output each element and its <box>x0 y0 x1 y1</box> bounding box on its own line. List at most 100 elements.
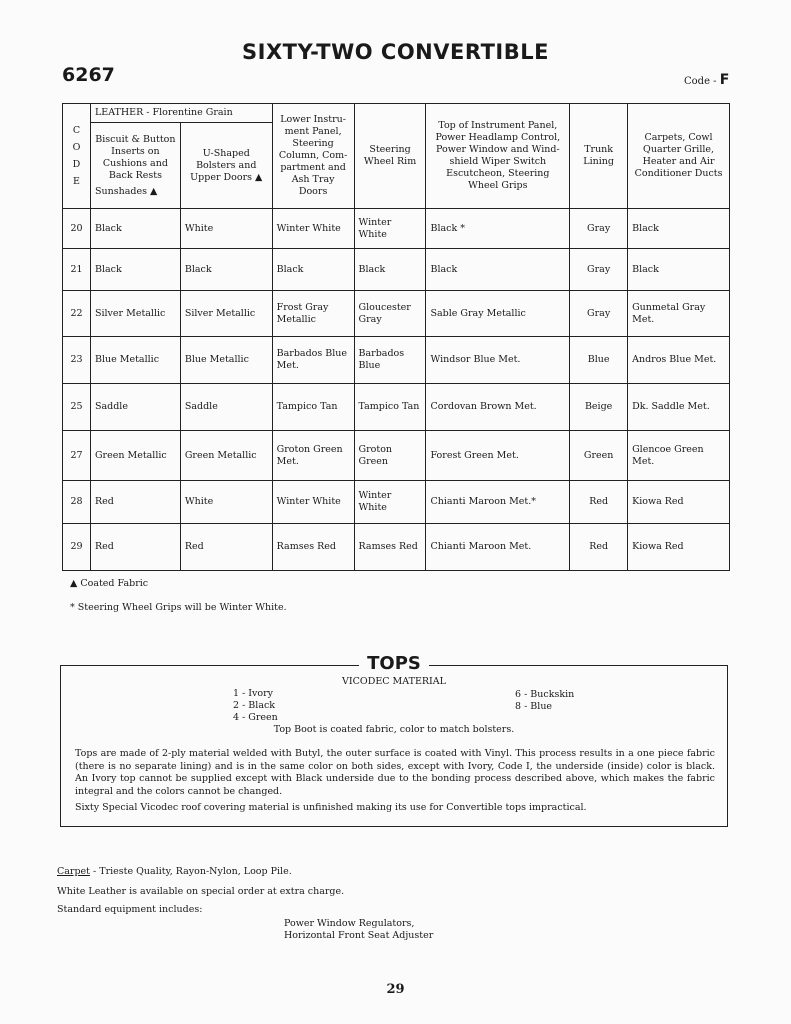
tops-heading-text: TOPS <box>359 653 429 674</box>
code-cell: 28 <box>62 480 91 524</box>
table-cell: Gray <box>569 290 629 337</box>
tops-heading: TOPS <box>61 653 727 674</box>
table-cell: Glencoe Green Met. <box>627 430 730 481</box>
table-cell: Ramses Red <box>271 523 355 571</box>
table-cell: Green Metallic <box>179 430 273 481</box>
table-cell: Groton Green <box>353 430 427 481</box>
equipment-item: Power Window Regulators, <box>284 918 415 929</box>
table-cell: Red <box>179 523 273 571</box>
table-cell: Winter White <box>271 480 355 524</box>
table-cell: Black <box>627 208 730 249</box>
table-cell: Kiowa Red <box>627 523 730 571</box>
col-header: Steering Wheel Rim <box>353 103 427 209</box>
code-cell: 22 <box>62 290 91 337</box>
table-cell: Gunmetal Gray Met. <box>627 290 730 337</box>
table-cell: Gray <box>569 208 629 249</box>
color-item: 4 - Green <box>233 712 278 723</box>
color-item: 8 - Blue <box>515 701 553 712</box>
table-cell: Tampico Tan <box>353 383 427 431</box>
table-cell: Winter White <box>353 480 427 524</box>
code-cell: 25 <box>62 383 91 431</box>
table-cell: Black * <box>425 208 571 249</box>
carpet-text: - Trieste Quality, Rayon-Nylon, Loop Pil… <box>90 866 292 877</box>
code-cell: 20 <box>62 208 91 249</box>
table-cell: Saddle <box>179 383 273 431</box>
table-cell: Black <box>89 208 181 249</box>
tops-paragraph: Tops are made of 2-ply material welded w… <box>75 748 715 797</box>
equipment-list: Power Window Regulators, Horizontal Fron… <box>284 918 433 942</box>
table-cell: Blue <box>569 336 629 384</box>
note-coated: ▲ Coated Fabric <box>70 578 149 589</box>
standard-equipment-label: Standard equipment includes: <box>57 904 203 915</box>
code-cell: 23 <box>62 336 91 384</box>
table-cell: Black <box>89 248 181 291</box>
col-header: U-Shaped Bolsters and Upper Doors ▲ <box>179 122 273 209</box>
table-cell: Windsor Blue Met. <box>425 336 571 384</box>
table-cell: Red <box>89 523 181 571</box>
material-label: VICODEC MATERIAL <box>342 676 446 687</box>
table-cell: Barbados Blue Met. <box>271 336 355 384</box>
col-header: Carpets, Cowl Quarter Grille, Heater and… <box>627 103 730 209</box>
table-row: 20 Black White Winter White Winter White Blac… <box>62 208 730 249</box>
table-row: 22 Silver Metallic Silver Metallic Frost Gr… <box>62 290 730 337</box>
table-cell: Chianti Maroon Met. <box>425 523 571 571</box>
table-cell: Green Metallic <box>89 430 181 481</box>
table-row: 28 Red White Winter White Winter White Chiant… <box>62 480 730 524</box>
note-steering: * Steering Wheel Grips will be Winter Wh… <box>70 602 287 613</box>
table-cell: Black <box>179 248 273 291</box>
table-row: 27 Green Metallic Green Metallic Groton Gre… <box>62 430 730 481</box>
table-cell: Frost Gray Metallic <box>271 290 355 337</box>
table-cell: Groton Green Met. <box>271 430 355 481</box>
table-row: 23 Blue Metallic Blue Metallic Barbados Blu… <box>62 336 730 384</box>
table-cell: Barbados Blue <box>353 336 427 384</box>
table-cell: Sable Gray Metallic <box>425 290 571 337</box>
col-header: Lower Instru-ment Panel, Steering Column… <box>271 103 355 209</box>
table-cell: Gray <box>569 248 629 291</box>
table-cell: Tampico Tan <box>271 383 355 431</box>
equipment-item: Horizontal Front Seat Adjuster <box>284 930 434 941</box>
table-row: 21 Black Black Black Black Black Gray Black <box>62 248 730 291</box>
top-boot-note: Top Boot is coated fabric, color to matc… <box>273 724 515 735</box>
table-cell: Blue Metallic <box>89 336 181 384</box>
color-item: 1 - Ivory <box>233 688 274 699</box>
table-cell: Chianti Maroon Met.* <box>425 480 571 524</box>
table-cell: Cordovan Brown Met. <box>425 383 571 431</box>
table-cell: Black <box>425 248 571 291</box>
sixty-special-note: Sixty Special Vicodec roof covering mate… <box>75 802 587 813</box>
color-item: 2 - Black <box>233 700 276 711</box>
table-cell: Green <box>569 430 629 481</box>
table-cell: Black <box>627 248 730 291</box>
table-cell: Silver Metallic <box>179 290 273 337</box>
leather-header: LEATHER - Florentine Grain <box>89 103 273 123</box>
table-cell: Black <box>353 248 427 291</box>
page-title: SIXTY-TWO CONVERTIBLE <box>242 40 549 64</box>
code-label-text: Code - <box>684 76 717 87</box>
table-cell: Saddle <box>89 383 181 431</box>
table-row: 29 Red Red Ramses Red Ramses Red Chianti Maro… <box>62 523 730 571</box>
sunshades-label: Sunshades ▲ <box>94 185 158 197</box>
table-cell: Ramses Red <box>353 523 427 571</box>
code-cell: 21 <box>62 248 91 291</box>
table-cell: Andros Blue Met. <box>627 336 730 384</box>
col-header: Biscuit & Button Inserts on Cushions and… <box>89 122 181 209</box>
table-cell: Red <box>569 480 629 524</box>
table-cell: White <box>179 208 273 249</box>
table-cell: Gloucester Gray <box>353 290 427 337</box>
code-value: F <box>719 72 730 88</box>
col-header: Top of Instrument Panel, Power Headlamp … <box>425 103 571 209</box>
model-number: 6267 <box>62 64 115 86</box>
col-header-text: Biscuit & Button Inserts on Cushions and… <box>95 133 176 181</box>
table-cell: Winter White <box>271 208 355 249</box>
table-cell: Silver Metallic <box>89 290 181 337</box>
col-header: Trunk Lining <box>569 103 629 209</box>
table-cell: Beige <box>569 383 629 431</box>
table-cell: Black <box>271 248 355 291</box>
table-row: 25 Saddle Saddle Tampico Tan Tampico Tan Cord… <box>62 383 730 431</box>
table-cell: Red <box>89 480 181 524</box>
code-label: Code - F <box>684 72 729 88</box>
carpet-label: Carpet <box>57 866 90 877</box>
